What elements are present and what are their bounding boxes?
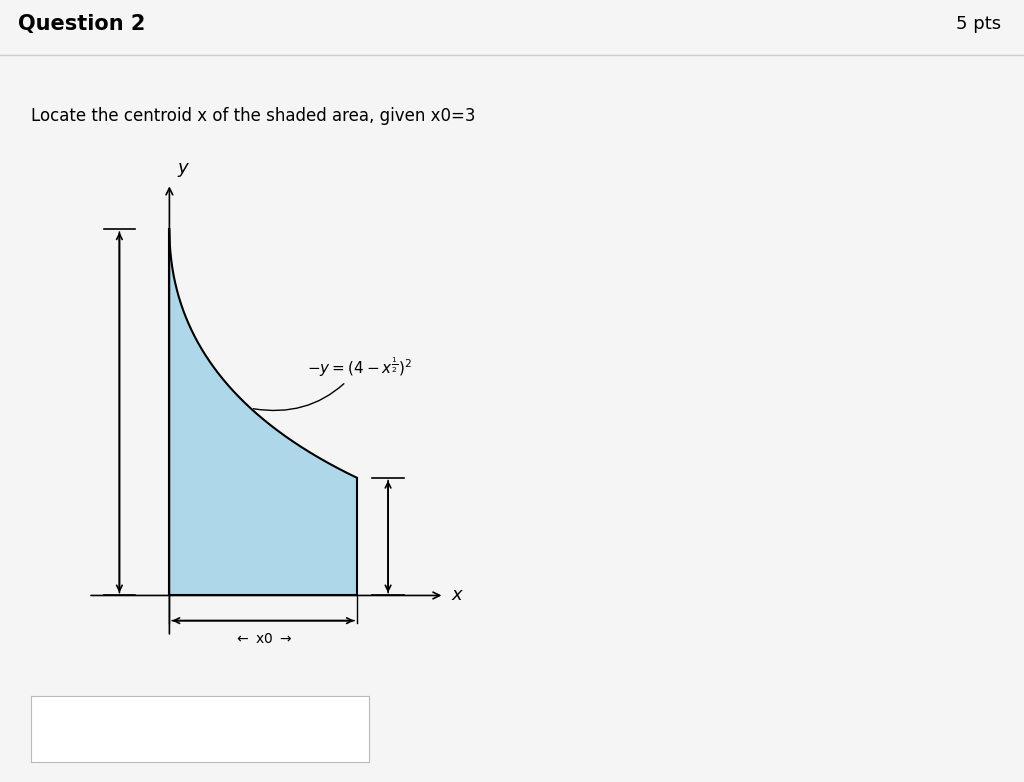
Text: $y$: $y$ [177, 161, 190, 179]
Text: $x$: $x$ [451, 586, 464, 604]
Text: Locate the centroid x of the shaded area, given x0=3: Locate the centroid x of the shaded area… [31, 107, 475, 125]
Text: $\leftarrow$ x0 $\rightarrow$: $\leftarrow$ x0 $\rightarrow$ [233, 632, 293, 646]
Text: 5 pts: 5 pts [956, 15, 1001, 33]
Polygon shape [169, 229, 356, 595]
Text: Question 2: Question 2 [18, 13, 145, 34]
Text: $-y=(4-x^{\frac{1}{2}})^2$: $-y=(4-x^{\frac{1}{2}})^2$ [253, 355, 412, 411]
